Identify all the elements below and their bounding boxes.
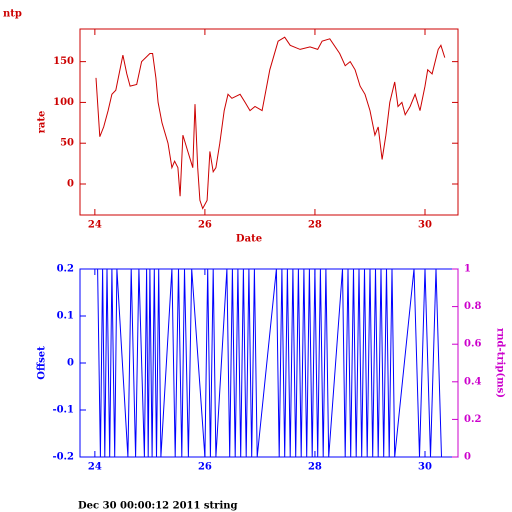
y-label: rate — [37, 111, 48, 134]
y2-tick-label: 0 — [464, 452, 471, 463]
y-tick-label: 150 — [53, 56, 74, 67]
y-tick-label: 0 — [67, 179, 74, 190]
x-tick-label: 30 — [418, 462, 432, 473]
footer: Dec 30 00:00:12 2011 string — [78, 501, 238, 512]
y2-tick-label: 0.2 — [464, 414, 481, 425]
y-tick-label: 0 — [67, 358, 74, 369]
y-tick-label: 0.2 — [57, 264, 74, 275]
y2-label: rnd-trip(ms) — [495, 328, 506, 398]
x-tick-label: 28 — [308, 220, 322, 231]
x-tick-label: 26 — [198, 220, 212, 231]
y2-tick-label: 0.8 — [464, 301, 481, 312]
x-label: Date — [236, 234, 262, 245]
x-tick-label: 30 — [418, 220, 432, 231]
y-tick-label: 50 — [60, 138, 74, 149]
x-tick-label: 28 — [308, 462, 322, 473]
y2-tick-label: 0.6 — [464, 339, 481, 350]
y-tick-label: 100 — [53, 97, 74, 108]
plot-frame — [79, 268, 459, 458]
y-tick-label: -0.1 — [52, 405, 74, 416]
data-line — [97, 269, 442, 457]
y2-tick-label: 0.4 — [464, 376, 481, 387]
y-label: Offset — [37, 346, 48, 380]
x-tick-label: 24 — [88, 220, 102, 231]
data-line — [95, 36, 446, 210]
plot-frame — [79, 28, 459, 216]
chart-title: ntp — [3, 9, 22, 20]
y2-tick-label: 1 — [464, 264, 471, 275]
y-tick-label: 0.1 — [57, 311, 74, 322]
x-tick-label: 26 — [198, 462, 212, 473]
x-tick-label: 24 — [88, 462, 102, 473]
y-tick-label: -0.2 — [52, 452, 74, 463]
